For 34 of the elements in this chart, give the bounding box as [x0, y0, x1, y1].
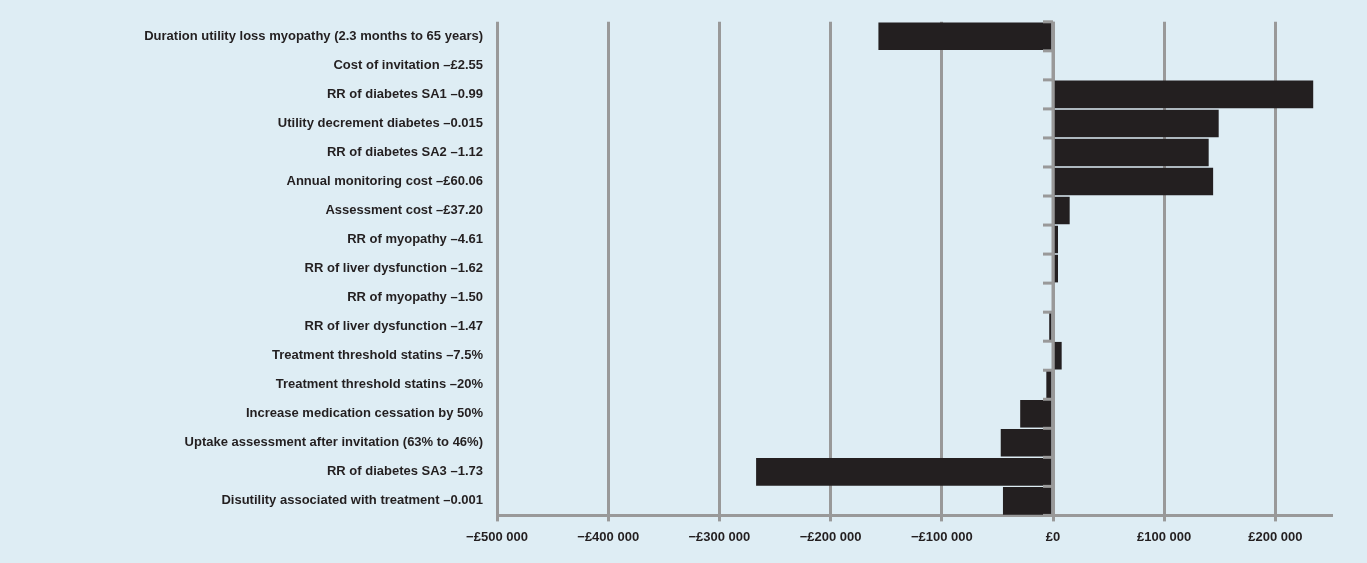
y-tick-label: RR of liver dysfunction –1.47 — [304, 318, 483, 334]
y-tick-label: Increase medication cessation by 50% — [246, 405, 484, 421]
bar — [1054, 138, 1209, 167]
y-tick-label: Uptake assessment after invitation (63% to 46%) — [184, 434, 483, 450]
y-tick-label: RR of myopathy –1.50 — [347, 289, 483, 305]
y-tick-label: RR of diabetes SA2 –1.12 — [326, 144, 483, 160]
bar — [1054, 80, 1314, 109]
bar — [1046, 370, 1052, 399]
y-tick-label: RR of diabetes SA3 –1.73 — [326, 463, 483, 479]
y-tick-label: RR of liver dysfunction –1.62 — [304, 260, 483, 276]
bar — [1054, 341, 1062, 370]
bar — [1054, 109, 1219, 138]
bar — [1049, 312, 1052, 341]
x-tick-label: £0 — [1045, 528, 1061, 544]
y-tick-label: Treatment threshold statins –7.5% — [272, 347, 484, 363]
bar — [1054, 196, 1070, 225]
x-tick-label: −£100 000 — [910, 528, 973, 544]
y-tick-label: Cost of invitation –£2.55 — [333, 56, 483, 72]
x-tick-label: −£400 000 — [577, 528, 640, 544]
x-tick-label: −£300 000 — [688, 528, 751, 544]
y-tick-label: RR of myopathy –4.61 — [347, 231, 483, 247]
bar — [1054, 167, 1214, 196]
y-tick-label: Treatment threshold statins –20% — [275, 376, 484, 392]
y-tick-label: Disutility associated with treatment –0.001 — [221, 492, 483, 508]
y-tick-label: Utility decrement diabetes –0.015 — [277, 115, 483, 130]
y-tick-label: Annual monitoring cost –£60.06 — [286, 173, 483, 189]
x-tick-label: £100 000 — [1137, 528, 1192, 544]
y-tick-label: RR of diabetes SA1 –0.99 — [326, 85, 483, 101]
bar — [878, 22, 1052, 51]
x-tick-label: −£500 000 — [466, 528, 528, 544]
y-tick-label: Assessment cost –£37.20 — [325, 202, 483, 218]
x-tick-label: £200 000 — [1248, 528, 1303, 544]
y-tick-label: Duration utility loss myopathy (2.3 months to 65 years) — [144, 27, 483, 43]
x-tick-label: −£200 000 — [799, 528, 862, 544]
